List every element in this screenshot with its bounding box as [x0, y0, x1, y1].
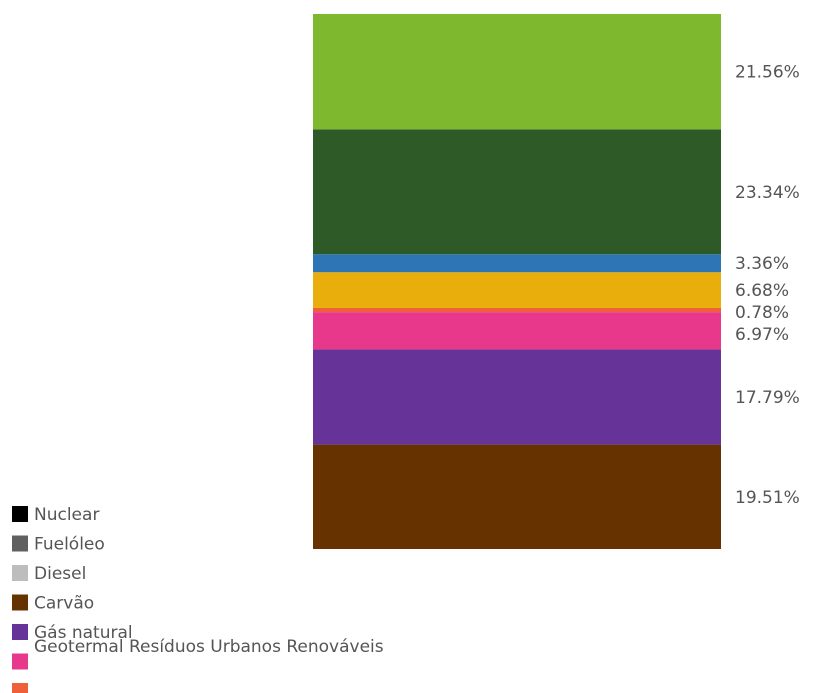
value-label: 23.34%: [735, 183, 800, 203]
bar-segment: [313, 444, 721, 549]
legend-label: Diesel: [34, 564, 86, 584]
value-label: 21.56%: [735, 63, 800, 83]
value-label: 0.78%: [735, 303, 789, 323]
legend-swatch: [12, 594, 28, 611]
bar-segment: [313, 14, 721, 130]
value-label: 17.79%: [735, 388, 800, 408]
legend-swatch: [12, 624, 28, 640]
percentage-labels: 19.51% 17.79% 6.97%0.78%6.68% 3.36% 23.34% 21…: [735, 63, 800, 508]
bar-segment: [313, 312, 721, 350]
legend-swatch: [12, 653, 28, 670]
bar-segment: [313, 254, 721, 273]
value-label: 6.68%: [735, 281, 789, 301]
bar-segment: [313, 129, 721, 255]
value-label: 3.36%: [735, 254, 789, 274]
legend-swatch: [12, 506, 28, 522]
legend-swatch: [12, 683, 28, 693]
bar-stack: [313, 14, 721, 549]
legend-label: Nuclear: [34, 505, 99, 525]
value-label: 19.51%: [735, 488, 800, 508]
legend-swatch: [12, 565, 28, 581]
value-label: 6.97%: [735, 325, 789, 345]
legend-overlap-label: Geotermal Resíduos Urbanos Renováveis: [34, 637, 384, 657]
bar-segment: [313, 307, 721, 313]
bar-segment: [313, 349, 721, 445]
legend-label: Carvão: [34, 594, 94, 614]
legend-label: Fuelóleo: [34, 535, 105, 555]
legend: Nuclear Fuelóleo Diesel Carvão Gás naturalGe…: [12, 505, 384, 693]
legend-label: Gás natural: [34, 623, 133, 643]
legend-swatch: [12, 535, 28, 552]
bar-segment: [313, 272, 721, 308]
